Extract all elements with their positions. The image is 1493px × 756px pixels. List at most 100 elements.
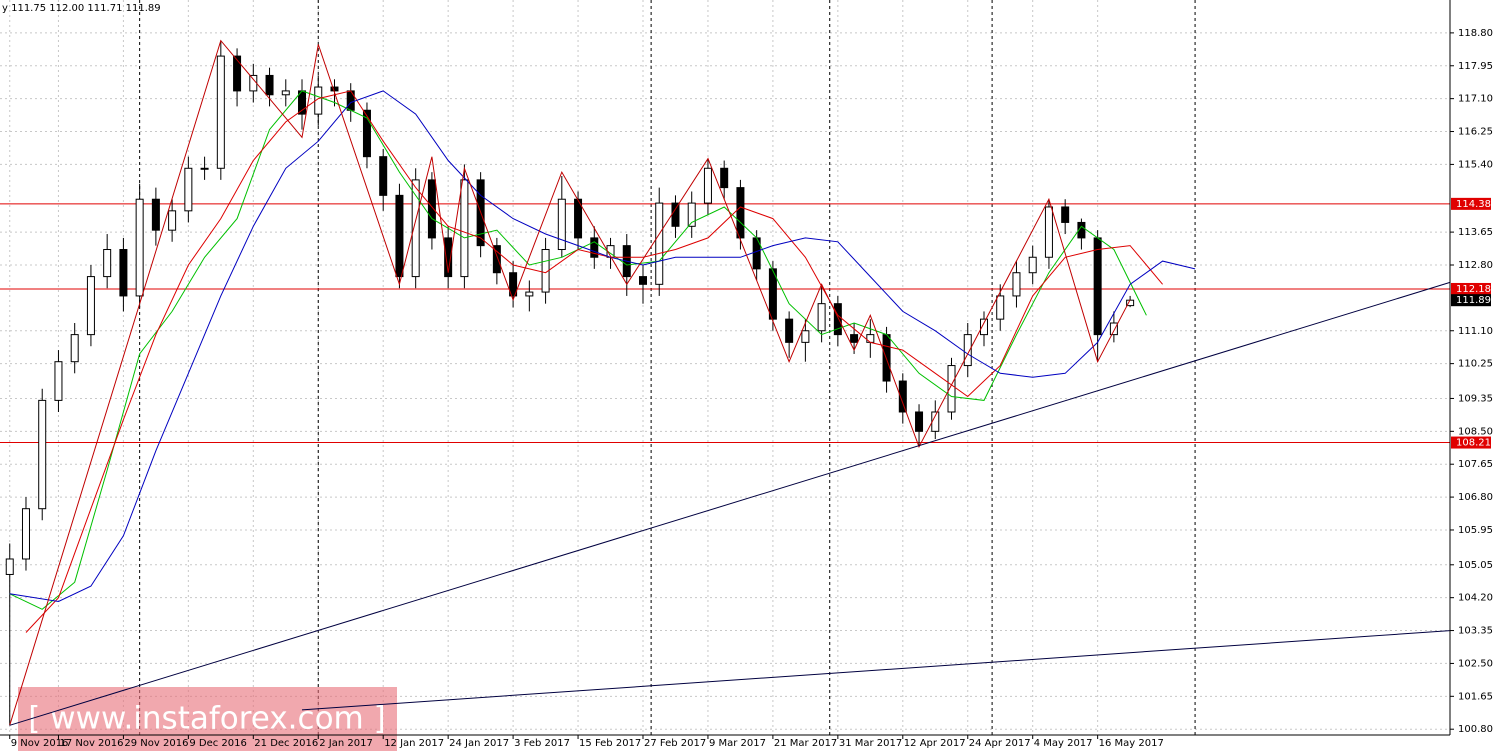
candle-body — [395, 194, 404, 278]
candle-body — [850, 334, 859, 343]
candle-body — [1109, 322, 1118, 336]
x-tick-label: 12 Apr 2017 — [904, 738, 966, 749]
overlay-line — [25, 90, 1163, 633]
candle-body — [168, 210, 177, 231]
level-price-label: 114.38 — [1456, 199, 1491, 210]
candle-body — [38, 399, 47, 510]
candle-body — [1061, 206, 1070, 223]
x-tick-label: 17 Nov 2016 — [59, 738, 123, 749]
x-tick-label: 21 Dec 2016 — [254, 738, 318, 749]
x-tick-label: 3 Feb 2017 — [514, 738, 570, 749]
candle-body — [947, 365, 956, 413]
candle-body — [1044, 206, 1053, 258]
candle-body — [1028, 256, 1037, 274]
y-tick-label: 107.65 — [1458, 459, 1493, 470]
y-tick-label: 105.05 — [1458, 560, 1493, 571]
x-tick-label: 31 Mar 2017 — [839, 738, 902, 749]
candle-body — [801, 330, 810, 343]
x-tick-label: 21 Mar 2017 — [774, 738, 837, 749]
candle-body — [119, 249, 128, 297]
y-tick-label: 109.35 — [1458, 393, 1493, 404]
candle-body — [460, 179, 469, 278]
candle-body — [785, 318, 794, 343]
overlay-line — [9, 281, 1451, 726]
candle-body — [411, 179, 420, 278]
candle-body — [1012, 272, 1021, 297]
candle-body — [330, 86, 339, 92]
level-price-box — [1451, 282, 1491, 295]
chart-header: y 111.75 112.00 111.71 111.89 — [2, 3, 161, 14]
y-tick-label: 101.65 — [1458, 691, 1493, 702]
x-tick-label: 16 May 2017 — [1099, 738, 1164, 749]
candle-body — [492, 245, 501, 274]
candle-body — [671, 202, 680, 227]
candle-body — [54, 361, 63, 401]
candle-body — [346, 90, 355, 111]
candle-body — [866, 334, 875, 343]
candle-body — [655, 202, 664, 285]
level-price-label: 108.21 — [1456, 438, 1491, 449]
x-tick-label: 15 Feb 2017 — [579, 738, 641, 749]
candle-body — [768, 268, 777, 320]
candle-body — [233, 55, 242, 92]
y-tick-label: 113.65 — [1458, 227, 1493, 238]
candle-body — [979, 318, 988, 336]
x-tick-label: 12 Jan 2017 — [384, 738, 444, 749]
y-tick-label: 117.10 — [1458, 94, 1493, 105]
last-price-label: 111.89 — [1456, 295, 1491, 306]
y-tick-label: 103.35 — [1458, 626, 1493, 637]
candle-body — [184, 167, 193, 212]
watermark: [ www.instaforex.com ] — [18, 687, 397, 751]
y-tick-label: 118.80 — [1458, 28, 1493, 39]
candle-body — [1093, 237, 1102, 336]
last-price-box — [1451, 294, 1491, 307]
candle-body — [103, 249, 112, 278]
x-tick-label: 9 Mar 2017 — [709, 738, 766, 749]
y-tick-label: 102.50 — [1458, 658, 1493, 669]
y-tick-label: 116.25 — [1458, 127, 1493, 138]
candle-body — [687, 202, 696, 227]
y-tick-label: 115.40 — [1458, 159, 1493, 170]
x-tick-label: 27 Feb 2017 — [644, 738, 706, 749]
candle-body — [720, 167, 729, 189]
watermark-text: [ www.instaforex.com ] — [28, 701, 385, 737]
candle-body — [135, 198, 144, 297]
candle-body — [70, 334, 79, 363]
y-tick-label: 117.95 — [1458, 61, 1493, 72]
y-tick-label: 106.80 — [1458, 492, 1493, 503]
candle-body — [525, 291, 534, 297]
candle-body — [1077, 221, 1086, 239]
candle-body — [590, 237, 599, 258]
candle-body — [898, 380, 907, 413]
watermark-box — [18, 687, 397, 751]
candle-body — [200, 167, 209, 170]
candle-body — [996, 295, 1005, 320]
candle-body — [703, 167, 712, 204]
candle-body — [86, 276, 95, 336]
y-tick-label: 108.50 — [1458, 426, 1493, 437]
candle-body — [265, 74, 274, 96]
y-tick-label: 112.80 — [1458, 260, 1493, 271]
x-tick-label: 9 Nov 2016 — [11, 738, 69, 749]
candle-body — [736, 187, 745, 239]
candle-body — [379, 156, 388, 196]
candle-body — [444, 237, 453, 278]
candle-body — [639, 276, 648, 285]
candle-body — [427, 179, 436, 239]
level-price-label: 112.18 — [1456, 284, 1491, 295]
candle-body — [151, 198, 160, 231]
overlay-line — [9, 90, 1196, 603]
level-price-box — [1451, 436, 1491, 449]
y-tick-label: 100.80 — [1458, 724, 1493, 735]
candle-body — [216, 55, 225, 169]
x-tick-label: 9 Dec 2016 — [189, 738, 247, 749]
candle-body — [963, 334, 972, 367]
candle-body — [509, 272, 518, 297]
y-tick-label: 110.25 — [1458, 359, 1493, 370]
candle-body — [915, 411, 924, 432]
candle-body — [557, 198, 566, 251]
y-tick-label: 105.95 — [1458, 525, 1493, 536]
